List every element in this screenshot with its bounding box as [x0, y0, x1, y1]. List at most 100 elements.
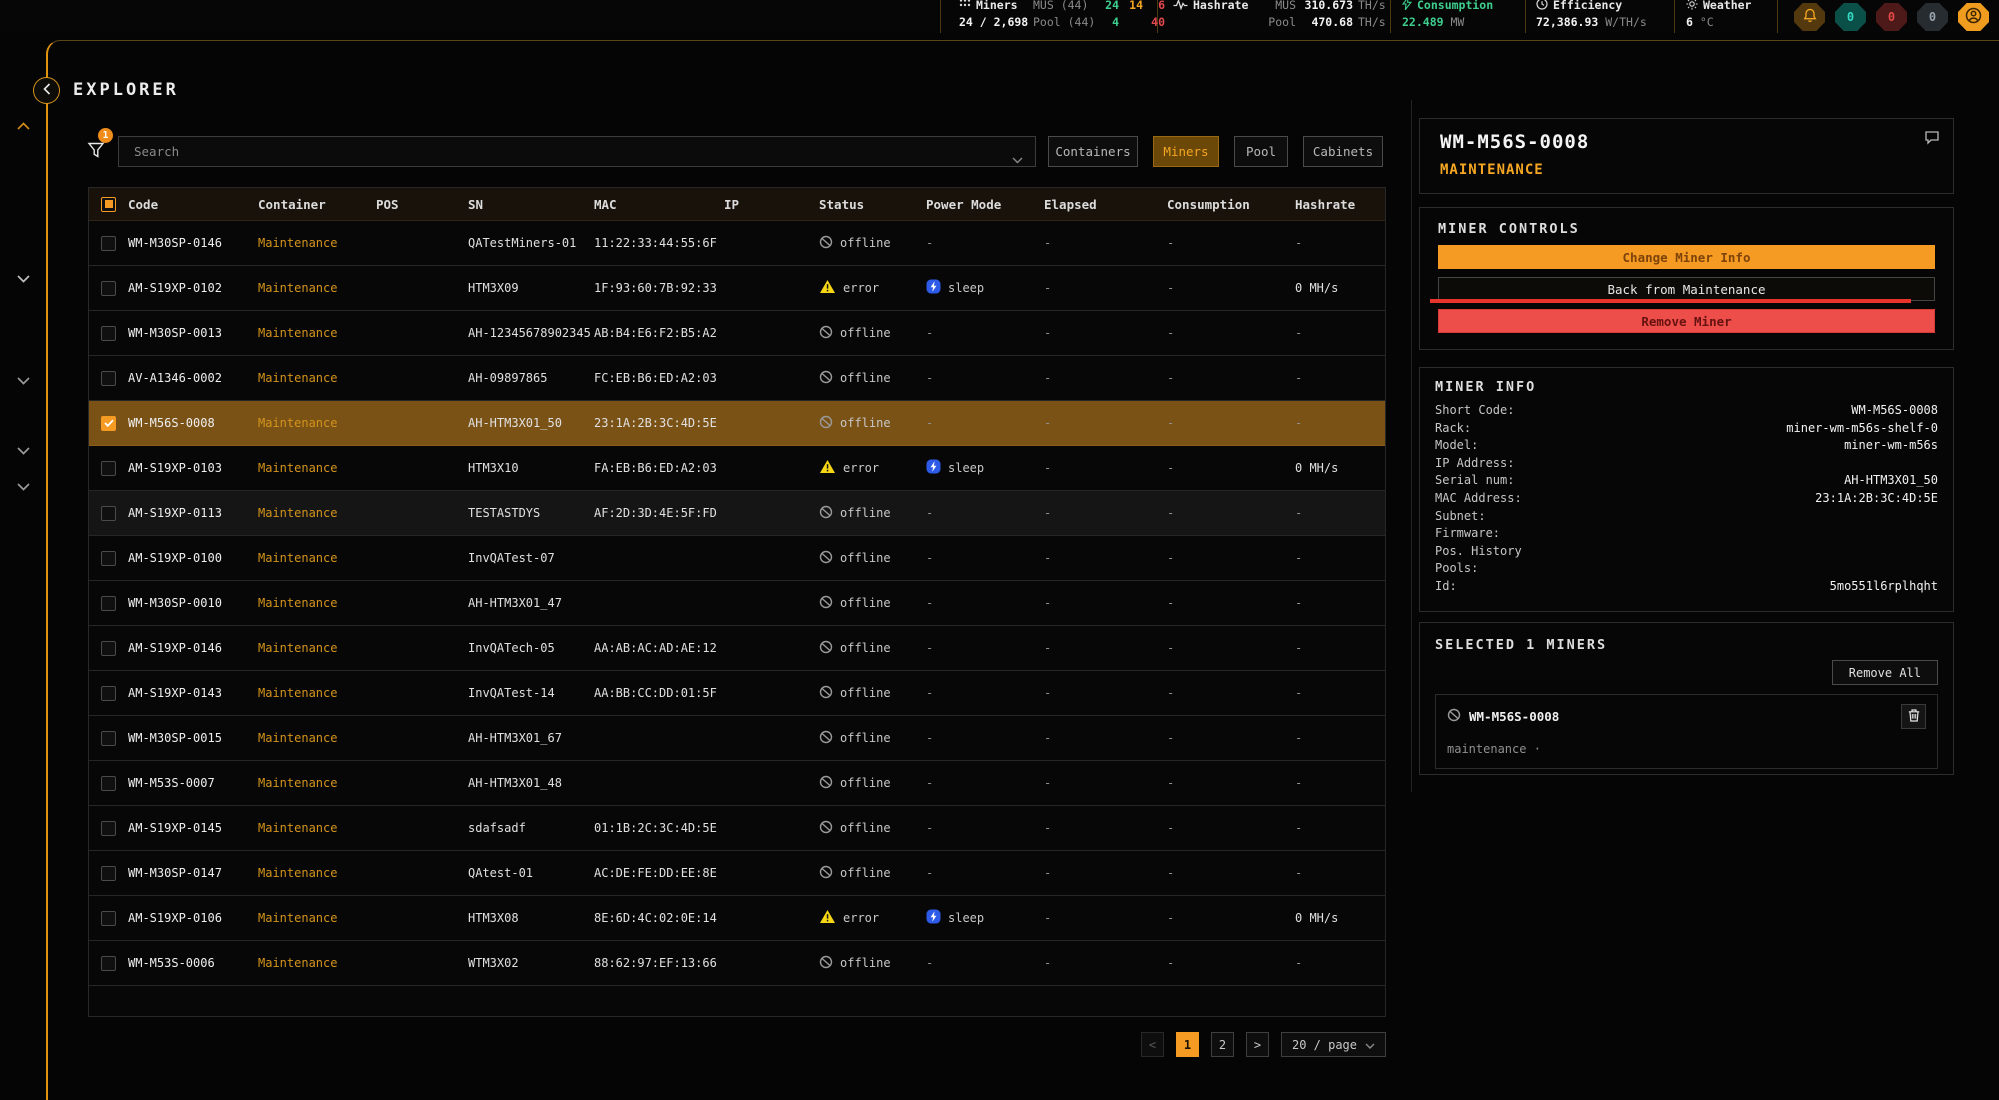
consumption-unit: MW	[1450, 15, 1464, 29]
hashrate-pulse-icon	[1173, 0, 1188, 14]
back-from-maintenance-button[interactable]: Back from Maintenance	[1438, 277, 1935, 301]
search-input[interactable]	[118, 136, 1036, 167]
pagination-page-1[interactable]: 1	[1176, 1032, 1199, 1057]
tab-cabinets[interactable]: Cabinets	[1303, 136, 1383, 167]
info-field-label: Rack:	[1435, 420, 1471, 438]
row-checkbox[interactable]	[101, 866, 116, 881]
row-checkbox[interactable]	[101, 326, 116, 341]
cell-container: Maintenance	[258, 911, 376, 925]
remove-all-button[interactable]: Remove All	[1832, 660, 1938, 685]
table-row[interactable]: WM-M30SP-0015MaintenanceAH-HTM3X01_67off…	[89, 716, 1385, 761]
teal-counter-badge[interactable]: 0	[1835, 3, 1866, 31]
pagination-page-2[interactable]: 2	[1211, 1032, 1234, 1057]
cell-hashrate: -	[1295, 866, 1385, 880]
pagination-prev-button[interactable]: <	[1141, 1032, 1164, 1057]
cell-code: WM-M30SP-0013	[128, 326, 258, 340]
cell-elapsed: -	[1044, 911, 1167, 925]
account-button[interactable]	[1958, 3, 1989, 31]
filter-control[interactable]: 1	[86, 130, 116, 166]
tab-pool[interactable]: Pool	[1234, 136, 1288, 167]
table-row[interactable]: AM-S19XP-0145Maintenancesdafsadf01:1B:2C…	[89, 806, 1385, 851]
rail-chevron-down-icon[interactable]	[17, 370, 30, 389]
row-checkbox[interactable]	[101, 686, 116, 701]
info-field-value: miner-wm-m56s-shelf-0	[1786, 420, 1938, 438]
row-checkbox[interactable]	[101, 281, 116, 296]
consumption-value: 22.489	[1402, 15, 1444, 29]
cell-consumption: -	[1167, 281, 1295, 295]
red-counter-badge[interactable]: 0	[1876, 3, 1907, 31]
row-checkbox[interactable]	[101, 956, 116, 971]
row-checkbox[interactable]	[101, 821, 116, 836]
table-row[interactable]: AM-S19XP-0143MaintenanceInvQATest-14AA:B…	[89, 671, 1385, 716]
table-row[interactable]: WM-M56S-0008MaintenanceAH-HTM3X01_5023:1…	[89, 401, 1385, 446]
person-icon	[1965, 7, 1982, 27]
cell-power-mode: sleep	[926, 909, 1044, 927]
table-row[interactable]: WM-M53S-0007MaintenanceAH-HTM3X01_48offl…	[89, 761, 1385, 806]
cell-elapsed: -	[1044, 416, 1167, 430]
rail-chevron-down-icon[interactable]	[17, 440, 30, 459]
pagination-next-button[interactable]: >	[1246, 1032, 1269, 1057]
column-header-sn: SN	[468, 197, 594, 212]
miners-table: CodeContainerPOSSNMACIPStatusPower ModeE…	[88, 187, 1386, 1017]
select-all-checkbox[interactable]	[101, 197, 116, 212]
gray-counter-badge[interactable]: 0	[1917, 3, 1948, 31]
offline-status-icon	[819, 325, 833, 342]
table-row[interactable]: AM-S19XP-0103MaintenanceHTM3X10FA:EB:B6:…	[89, 446, 1385, 491]
cell-elapsed: -	[1044, 551, 1167, 565]
row-checkbox[interactable]	[101, 641, 116, 656]
consumption-stat-group: Consumption 22.489 MW	[1402, 0, 1493, 30]
cell-code: AM-S19XP-0146	[128, 641, 258, 655]
table-row[interactable]: AM-S19XP-0106MaintenanceHTM3X088E:6D:4C:…	[89, 896, 1385, 941]
cell-code: AM-S19XP-0143	[128, 686, 258, 700]
info-field: Pos. History	[1435, 543, 1938, 561]
page-size-select[interactable]: 20 / page	[1281, 1032, 1386, 1057]
back-button[interactable]	[33, 77, 60, 104]
cell-consumption: -	[1167, 911, 1295, 925]
row-checkbox[interactable]	[101, 776, 116, 791]
cell-sn: WTM3X02	[468, 956, 594, 970]
row-checkbox[interactable]	[101, 236, 116, 251]
rail-chevron-down-icon[interactable]	[17, 268, 30, 287]
row-checkbox[interactable]	[101, 461, 116, 476]
cell-hashrate: -	[1295, 821, 1385, 835]
efficiency-label: Efficiency	[1553, 0, 1622, 12]
rail-chevron-up-icon[interactable]	[17, 115, 30, 134]
offline-status-icon	[819, 820, 833, 837]
row-checkbox[interactable]	[101, 596, 116, 611]
table-row[interactable]: WM-M30SP-0147MaintenanceQAtest-01AC:DE:F…	[89, 851, 1385, 896]
cell-consumption: -	[1167, 641, 1295, 655]
table-row[interactable]: AM-S19XP-0113MaintenanceTESTASTDYSAF:2D:…	[89, 491, 1385, 536]
tab-miners[interactable]: Miners	[1153, 136, 1219, 167]
tab-containers[interactable]: Containers	[1048, 136, 1138, 167]
change-miner-info-button[interactable]: Change Miner Info	[1438, 245, 1935, 269]
comment-icon[interactable]	[1924, 130, 1940, 149]
table-row[interactable]: AM-S19XP-0100MaintenanceInvQATest-07offl…	[89, 536, 1385, 581]
table-row[interactable]: AM-S19XP-0146MaintenanceInvQATech-05AA:A…	[89, 626, 1385, 671]
delete-selected-button[interactable]	[1901, 704, 1926, 729]
cell-mac: 1F:93:60:7B:92:33	[594, 281, 724, 295]
remove-miner-button[interactable]: Remove Miner	[1438, 309, 1935, 333]
row-checkbox[interactable]	[101, 911, 116, 926]
row-checkbox[interactable]	[101, 551, 116, 566]
info-field-label: Pools:	[1435, 560, 1478, 578]
rail-chevron-down-icon[interactable]	[17, 476, 30, 495]
cell-status: offline	[819, 550, 926, 567]
row-checkbox[interactable]	[101, 416, 116, 431]
cell-elapsed: -	[1044, 821, 1167, 835]
notifications-button[interactable]	[1794, 3, 1825, 31]
table-row[interactable]: WM-M30SP-0010MaintenanceAH-HTM3X01_47off…	[89, 581, 1385, 626]
row-checkbox[interactable]	[101, 371, 116, 386]
cell-mac: 11:22:33:44:55:6F	[594, 236, 724, 250]
table-row[interactable]: WM-M30SP-0146MaintenanceQATestMiners-011…	[89, 221, 1385, 266]
row-checkbox[interactable]	[101, 731, 116, 746]
chevron-down-icon[interactable]	[1012, 149, 1023, 168]
cell-container: Maintenance	[258, 731, 376, 745]
table-row[interactable]: WM-M53S-0006MaintenanceWTM3X0288:62:97:E…	[89, 941, 1385, 986]
table-row[interactable]: AM-S19XP-0102MaintenanceHTM3X091F:93:60:…	[89, 266, 1385, 311]
row-checkbox[interactable]	[101, 506, 116, 521]
cell-code: AM-S19XP-0102	[128, 281, 258, 295]
table-row[interactable]: AV-A1346-0002MaintenanceAH-09897865FC:EB…	[89, 356, 1385, 401]
table-row[interactable]: WM-M30SP-0013MaintenanceAH-1234567890234…	[89, 311, 1385, 356]
column-header-status: Status	[819, 197, 926, 212]
pagination: <12 >20 / page	[88, 1032, 1386, 1057]
